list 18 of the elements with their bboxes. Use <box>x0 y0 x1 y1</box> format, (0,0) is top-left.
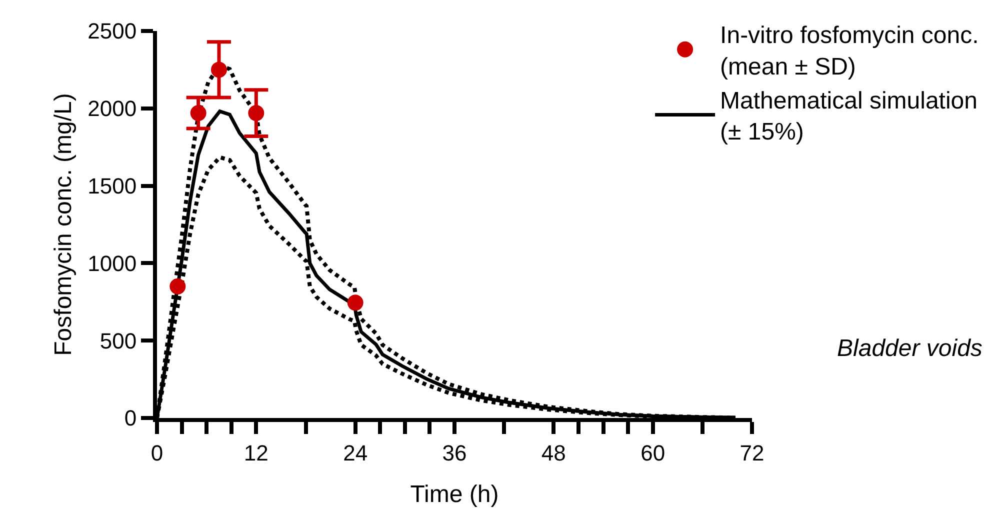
y-tick-label: 0 <box>124 406 137 431</box>
x-tick-label: 24 <box>343 440 368 466</box>
x-axis-title: Time (h) <box>410 481 499 508</box>
x-tick-label: 72 <box>740 440 764 466</box>
y-tick-label: 1000 <box>88 250 137 276</box>
text: Bladder voids <box>837 335 982 362</box>
legend-label: Mathematical simulation (± 15%) <box>720 88 978 146</box>
x-tick-label: 48 <box>541 440 566 466</box>
y-tick-label: 2500 <box>88 18 137 44</box>
x-tick-label: 60 <box>640 440 666 466</box>
x-tick-label: 36 <box>442 440 467 466</box>
x-tick-label: 12 <box>244 440 268 466</box>
y-axis-title: Fosfomycin conc. (mg/L) <box>50 93 78 356</box>
y-tick-label: 500 <box>100 328 137 354</box>
x-tick-label: 0 <box>150 440 164 466</box>
y-tick-label: 2000 <box>88 96 137 122</box>
legend-label: In-vitro fosfomycin conc. (mean ± SD) <box>720 22 979 80</box>
y-tick-label: 1500 <box>88 174 137 198</box>
